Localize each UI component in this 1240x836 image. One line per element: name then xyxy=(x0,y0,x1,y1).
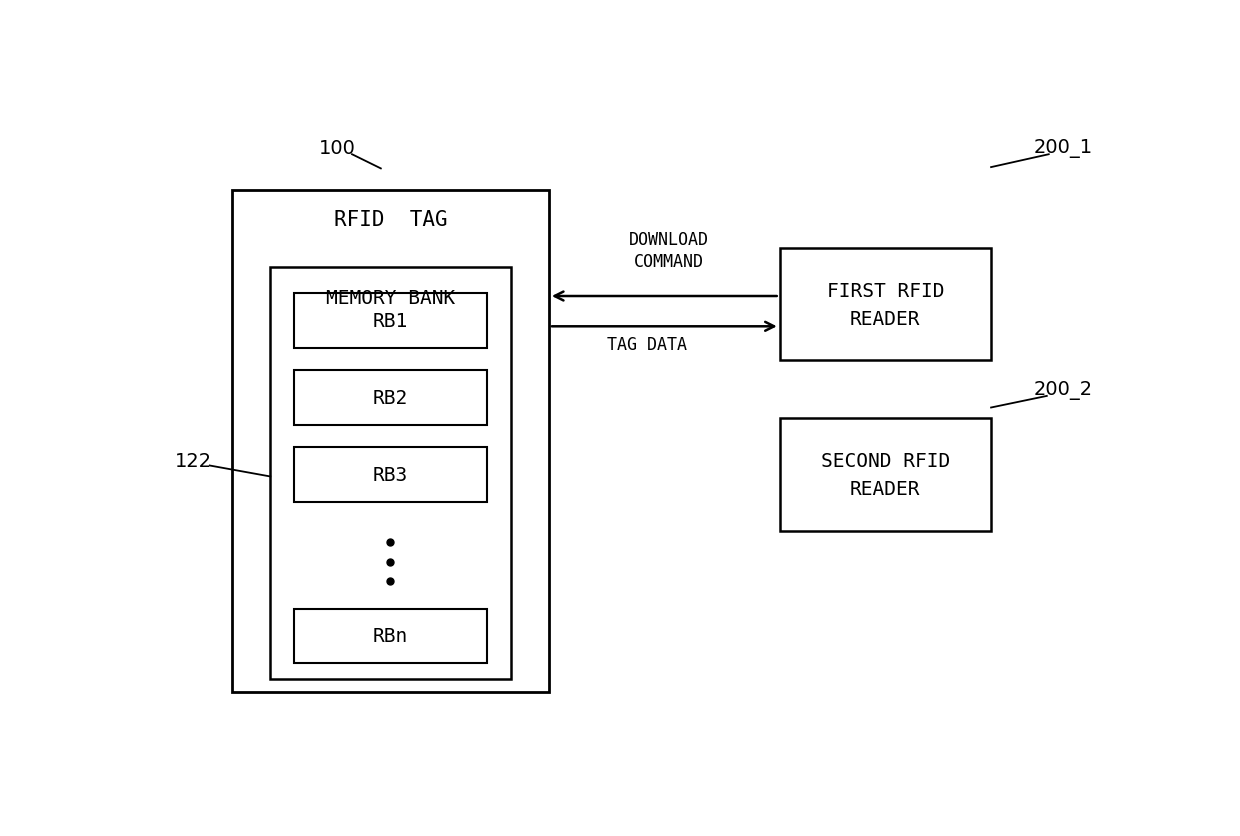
Bar xyxy=(294,609,486,664)
Bar xyxy=(294,293,486,348)
Bar xyxy=(780,248,991,361)
Text: TAG DATA: TAG DATA xyxy=(606,335,687,354)
Bar xyxy=(232,191,549,692)
Text: RB3: RB3 xyxy=(373,466,408,485)
Text: RB1: RB1 xyxy=(373,311,408,330)
Text: RBn: RBn xyxy=(373,627,408,645)
Text: 100: 100 xyxy=(319,139,356,158)
Text: 200_2: 200_2 xyxy=(1034,380,1092,400)
Bar xyxy=(294,448,486,502)
Text: MEMORY BANK: MEMORY BANK xyxy=(326,289,455,308)
Text: RFID  TAG: RFID TAG xyxy=(334,210,448,229)
Text: 200_1: 200_1 xyxy=(1034,139,1092,158)
Text: 122: 122 xyxy=(175,451,212,471)
Text: SECOND RFID
READER: SECOND RFID READER xyxy=(821,451,950,499)
Text: RB2: RB2 xyxy=(373,389,408,407)
Text: FIRST RFID
READER: FIRST RFID READER xyxy=(827,281,944,329)
Bar xyxy=(780,419,991,532)
Text: DOWNLOAD
COMMAND: DOWNLOAD COMMAND xyxy=(629,231,709,271)
Bar xyxy=(294,370,486,426)
Bar xyxy=(270,268,511,680)
